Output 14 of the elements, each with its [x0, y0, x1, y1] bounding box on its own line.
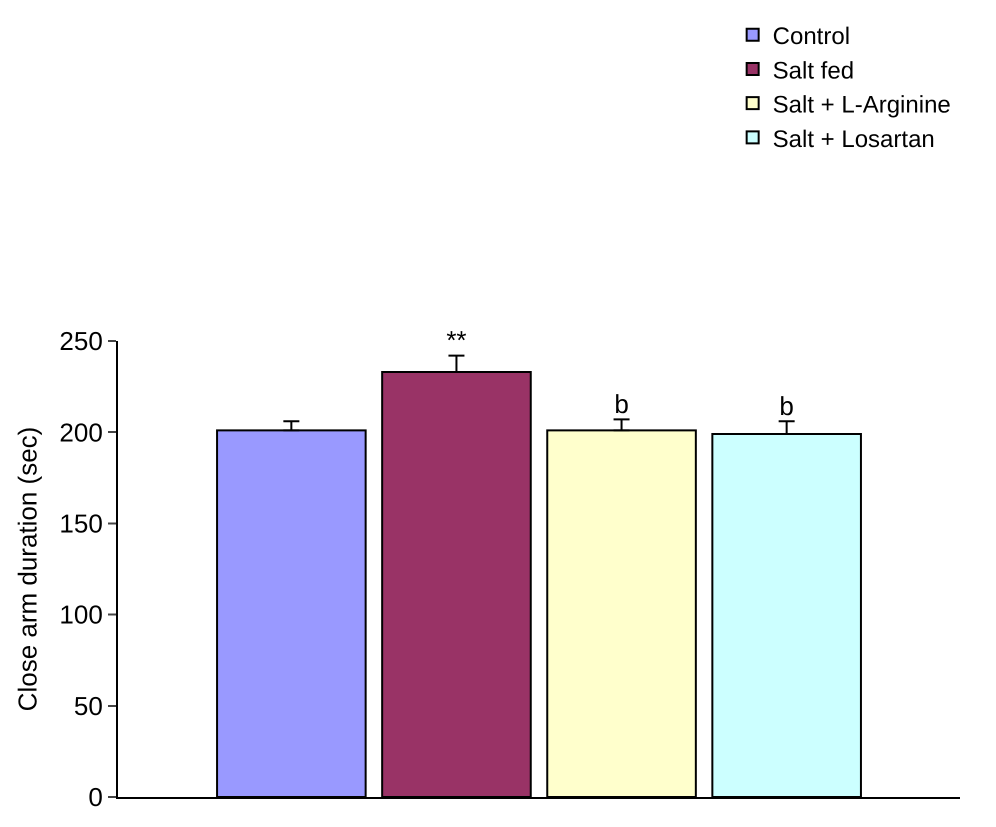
y-tick-label: 250	[59, 326, 103, 356]
legend-label: Salt + Losartan	[772, 126, 935, 153]
legend-label: Salt + L-Arginine	[772, 92, 951, 119]
data-label: **	[446, 325, 467, 356]
legend-label: Salt fed	[772, 57, 854, 84]
y-axis-title: Close arm duration (sec)	[12, 426, 42, 712]
y-tick-label: 50	[74, 690, 103, 721]
data-label: b	[779, 390, 794, 421]
legend-label: Control	[772, 23, 850, 50]
y-tick-label: 150	[59, 508, 103, 538]
y-tick-label: 0	[88, 782, 103, 812]
y-tick-label: 200	[59, 417, 103, 448]
data-label: b	[614, 388, 629, 419]
y-tick-label: 100	[59, 600, 103, 630]
